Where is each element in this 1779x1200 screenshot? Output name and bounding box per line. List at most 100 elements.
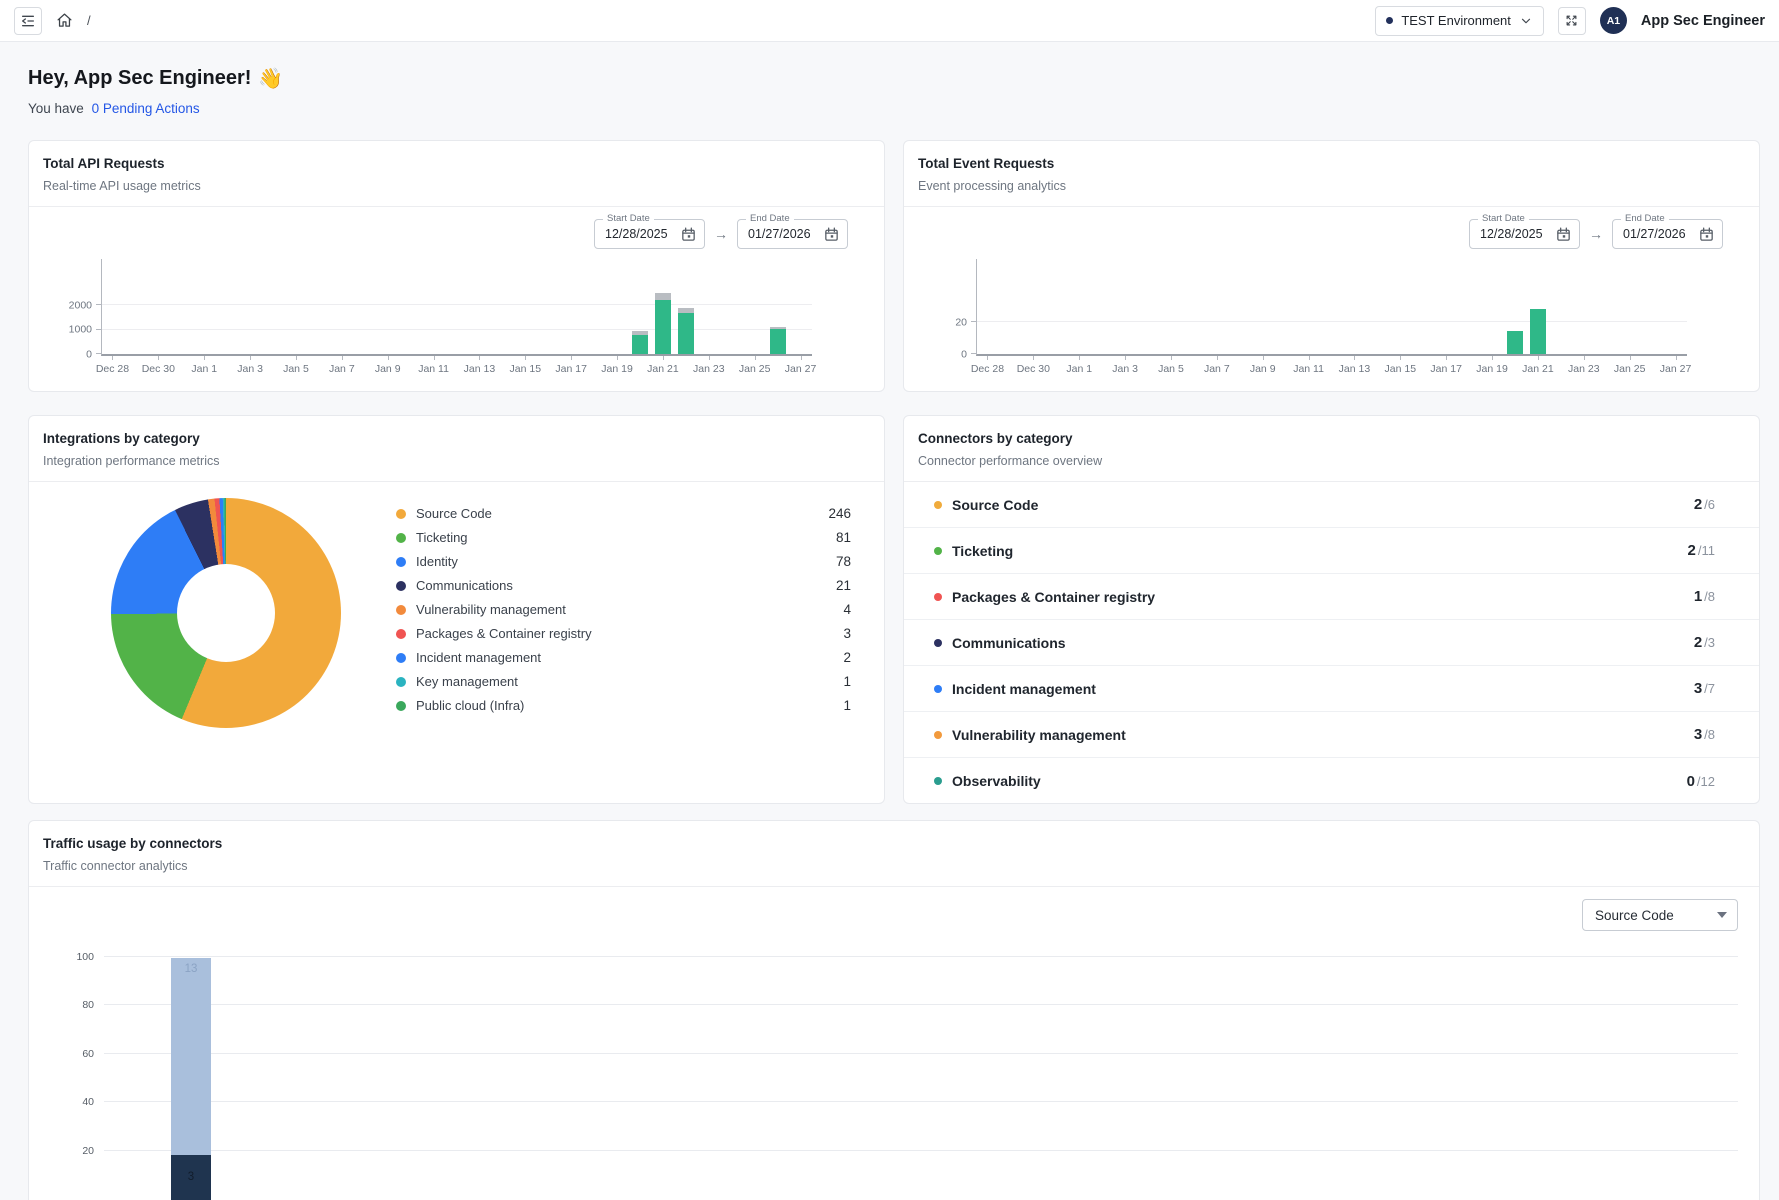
legend-dot [396,701,406,711]
x-tick-label: Dec 28 [970,363,1005,375]
date-range-picker: Start Date 12/28/2025 → End Date 01/27/2… [29,207,884,249]
card-integrations-by-category: Integrations by category Integration per… [28,415,885,804]
x-tick-mark [112,356,114,360]
connector-total: /8 [1704,727,1715,742]
bar-jan-20 [1507,331,1524,354]
home-icon[interactable] [56,12,73,29]
end-date-calendar-button[interactable] [1695,224,1718,245]
card-total-api-requests: Total API Requests Real-time API usage m… [28,140,885,392]
connector-dot [934,638,942,647]
start-date-value[interactable]: 12/28/2025 [605,227,668,241]
bar-segment-primary [769,329,786,354]
page-title: Hey, App Sec Engineer! 👋 [28,66,1760,91]
x-tick-label: Jan 27 [1659,363,1692,375]
traffic-body: Source Code 20 40 60 80 100 13 3 [29,887,1759,1200]
y-tick-label: 0 [86,347,92,360]
chart-plot: 0 1000 2000 [69,259,812,359]
legend-value: 1 [843,698,851,713]
x-tick-label: Jan 3 [237,363,263,375]
x-tick-mark [1308,356,1310,360]
fullscreen-icon [1564,13,1579,28]
api-requests-chart: 0 1000 2000 Dec 28 Dec 30 Jan 1 Jan 3 Jan 5 Jan… [69,259,816,378]
card-title: Total API Requests [43,156,165,171]
y-tick-label: 20 [955,316,967,329]
connector-dot [934,592,942,601]
start-date-calendar-button[interactable] [677,224,700,245]
x-tick-mark [754,356,756,360]
y-tick-mark [96,353,102,354]
connector-row[interactable]: Packages & Container registry 1/8 [904,574,1759,620]
breadcrumb: / [87,13,91,28]
connector-row[interactable]: Incident management 3/7 [904,666,1759,712]
connector-row[interactable]: Source Code 2/6 [904,482,1759,528]
x-tick-mark [662,356,664,360]
x-tick-mark [525,356,527,360]
card-title: Traffic usage by connectors [43,836,223,851]
connector-count: 3 [1693,680,1703,697]
legend-item: Packages & Container registry 3 [396,626,851,642]
card-header: Total API Requests Real-time API usage m… [29,141,884,207]
x-tick-label: Jan 5 [1158,363,1184,375]
card-connectors-by-category: Connectors by category Connector perform… [903,415,1760,804]
legend-dot [396,533,406,543]
legend-value: 81 [835,530,851,545]
x-tick-label: Jan 15 [1384,363,1417,375]
card-title: Integrations by category [43,431,200,446]
x-tick-mark [987,356,989,360]
bar-jan-20 [632,330,649,354]
bar-segment-primary [632,335,649,354]
connector-fraction: 2/11 [1688,542,1715,559]
y-tick-mark [96,328,102,330]
x-tick-label: Jan 11 [418,363,449,375]
integrations-body: Source Code 246 Ticketing 81 Identity 78 Commu… [29,482,884,728]
pending-actions-link[interactable]: 0 Pending Actions [91,101,200,116]
user-name: App Sec Engineer [1640,12,1765,29]
connector-row[interactable]: Vulnerability management 3/8 [904,712,1759,758]
x-tick-label: Dec 28 [95,363,130,375]
legend-label: Public cloud (Infra) [416,698,525,713]
sidebar-toggle-icon [20,13,36,29]
x-tick-label: Jan 17 [555,363,587,375]
card-title: Connectors by category [918,431,1073,446]
connector-row[interactable]: Observability 0/12 [904,758,1759,803]
connector-fraction: 1/8 [1694,588,1715,605]
start-date-field[interactable]: Start Date 12/28/2025 [594,213,705,249]
bar-segment-secondary [655,293,672,301]
end-date-field[interactable]: End Date 01/27/2026 [1612,213,1723,249]
environment-select[interactable]: TEST Environment [1375,5,1544,36]
connector-row[interactable]: Communications 2/3 [904,620,1759,666]
end-date-value[interactable]: 01/27/2026 [748,227,811,241]
x-tick-label: Jan 13 [463,363,496,375]
x-tick-label: Dec 30 [1016,363,1050,375]
end-date-field[interactable]: End Date 01/27/2026 [737,213,848,249]
end-date-calendar-button[interactable] [820,224,843,245]
card-subtitle: Integration performance metrics [43,454,220,468]
x-tick-label: Jan 21 [647,363,679,375]
avatar[interactable]: A1 [1599,7,1627,34]
end-date-value[interactable]: 01/27/2026 [1623,227,1686,241]
sidebar-toggle-button[interactable] [14,6,42,35]
legend-label: Ticketing [416,530,468,545]
legend-item: Identity 78 [396,554,851,570]
connector-label: Incident management [952,680,1096,697]
legend-item: Public cloud (Infra) 1 [396,698,851,714]
connector-type-select[interactable]: Source Code [1582,899,1738,931]
legend-dot [396,509,406,519]
x-tick-label: Dec 30 [141,363,175,375]
card-subtitle: Traffic connector analytics [43,859,188,873]
legend-label: Key management [416,674,518,689]
legend-dot [396,557,406,567]
bar-segment-secondary [769,326,786,330]
connector-row[interactable]: Ticketing 2/11 [904,528,1759,574]
x-tick-label: Jan 25 [1613,363,1646,375]
fullscreen-button[interactable] [1557,6,1586,35]
connector-label: Source Code [952,496,1039,513]
card-total-event-requests: Total Event Requests Event processing an… [903,140,1760,392]
connector-label: Observability [952,773,1041,789]
legend-dot [396,629,406,639]
start-date-field[interactable]: Start Date 12/28/2025 [1469,213,1580,249]
start-date-value[interactable]: 12/28/2025 [1480,227,1543,241]
start-date-calendar-button[interactable] [1552,224,1575,245]
connector-fraction: 3/7 [1694,680,1715,697]
x-tick-mark [1537,356,1539,360]
